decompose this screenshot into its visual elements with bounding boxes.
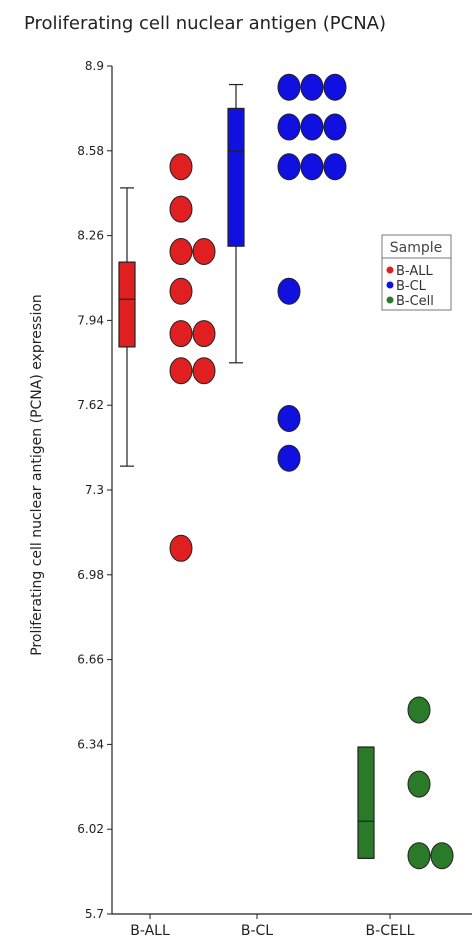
y-tick-label: 8.26 <box>77 229 104 243</box>
data-point <box>277 277 301 305</box>
legend-label: B-CL <box>396 279 427 294</box>
data-point <box>277 444 301 472</box>
data-point <box>192 357 216 385</box>
y-tick-label: 6.34 <box>77 737 104 751</box>
y-axis-ticks: 8.9 8.58 8.26 7.94 7.62 7.3 6.98 6.66 6.34 6.02 5.… <box>77 59 112 921</box>
data-point <box>169 153 193 181</box>
y-tick-label: 7.3 <box>85 483 104 497</box>
data-point <box>169 534 193 562</box>
data-point <box>169 195 193 223</box>
data-point <box>323 153 347 181</box>
legend-box <box>381 234 452 311</box>
data-point <box>192 320 216 348</box>
data-point <box>192 238 216 265</box>
y-axis-label: Proliferating cell nuclear antigen (PCNA… <box>29 294 45 656</box>
chart-title: Proliferating cell nuclear antigen (PCNA… <box>24 13 386 34</box>
data-point <box>430 842 454 870</box>
y-tick-label: 7.94 <box>77 313 104 327</box>
y-tick-label: 5.7 <box>85 907 104 921</box>
data-point <box>277 153 301 181</box>
data-point <box>407 842 431 870</box>
data-point <box>277 404 301 432</box>
legend-title: Sample <box>390 240 443 256</box>
data-point <box>300 153 324 181</box>
legend-label: B-ALL <box>396 264 433 279</box>
group-b-cl <box>227 73 347 472</box>
legend-marker <box>386 266 394 274</box>
data-point <box>407 696 431 724</box>
data-point <box>169 320 193 348</box>
legend-label: B-Cell <box>396 294 434 309</box>
data-groups <box>118 73 454 870</box>
y-tick-label: 6.02 <box>77 822 104 836</box>
y-tick-label: 6.66 <box>77 653 104 667</box>
x-axis-categories: B-ALL B-CL B-CELL <box>130 914 415 939</box>
legend-marker <box>386 281 394 289</box>
y-tick-label: 6.98 <box>77 568 104 582</box>
data-point <box>300 73 324 101</box>
group-b-cell <box>357 696 454 870</box>
data-point <box>277 113 301 141</box>
x-category-label: B-ALL <box>130 923 170 939</box>
x-category-label: B-CELL <box>366 923 415 939</box>
y-tick-label: 8.58 <box>77 144 104 158</box>
y-tick-label: 7.62 <box>77 398 104 412</box>
data-point <box>169 238 193 265</box>
data-point <box>323 113 347 141</box>
legend-marker <box>386 296 394 304</box>
box-iqr <box>357 746 375 859</box>
x-category-label: B-CL <box>241 923 273 939</box>
group-b-all <box>118 153 216 562</box>
data-point <box>169 357 193 385</box>
data-point <box>323 73 347 101</box>
data-point <box>169 277 193 305</box>
data-point <box>407 770 431 798</box>
data-point <box>277 73 301 101</box>
y-tick-label: 8.9 <box>85 59 104 73</box>
box-iqr <box>118 261 136 348</box>
data-point <box>300 113 324 141</box>
box-iqr <box>227 107 245 247</box>
